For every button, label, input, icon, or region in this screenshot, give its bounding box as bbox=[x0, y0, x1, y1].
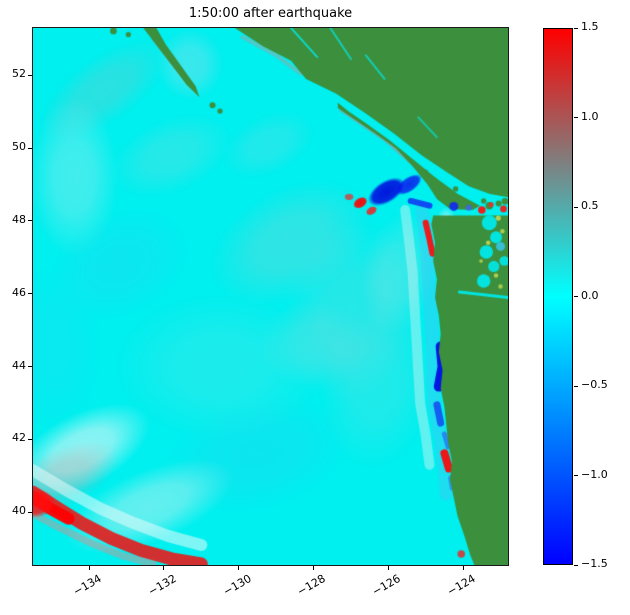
colorbar-tick-label: −0.5 bbox=[581, 378, 608, 391]
y-tick-mark bbox=[28, 511, 32, 513]
x-tick-label: −124 bbox=[444, 572, 478, 599]
colorbar-tick-label: 0.0 bbox=[581, 288, 599, 302]
y-tick-mark bbox=[28, 147, 32, 149]
colorbar-tick-mark bbox=[574, 475, 578, 476]
x-tick-mark bbox=[163, 566, 165, 570]
map-plot-area bbox=[32, 27, 509, 566]
colorbar-tick-label: 1.5 bbox=[581, 20, 599, 33]
colorbar-tick-label: 0.5 bbox=[581, 199, 599, 212]
chart-title: 1:50:00 after earthquake bbox=[188, 6, 353, 21]
x-tick-label: −130 bbox=[220, 572, 254, 599]
y-tick-label: 40 bbox=[12, 504, 26, 518]
x-tick-label: −134 bbox=[70, 572, 104, 599]
x-tick-label: −126 bbox=[370, 572, 403, 599]
colorbar-tick-mark bbox=[574, 206, 578, 208]
colorbar-tick-label: −1.5 bbox=[581, 557, 608, 570]
colorbar-tick-mark bbox=[574, 27, 578, 29]
x-tick-mark bbox=[387, 566, 389, 570]
y-tick-label: 44 bbox=[12, 358, 26, 372]
x-tick-mark bbox=[462, 566, 464, 570]
x-tick-mark bbox=[313, 566, 314, 570]
colorbar-tick-mark bbox=[574, 117, 578, 118]
colorbar-tick-mark bbox=[574, 385, 578, 387]
y-tick-label: 46 bbox=[12, 285, 26, 299]
map-canvas bbox=[33, 28, 508, 565]
y-tick-mark bbox=[28, 438, 32, 440]
colorbar bbox=[543, 28, 573, 565]
y-tick-mark bbox=[28, 74, 32, 76]
x-tick-label: −128 bbox=[295, 572, 329, 599]
colorbar-tick-mark bbox=[574, 296, 578, 297]
x-tick-mark bbox=[88, 566, 90, 570]
colorbar-tick-mark bbox=[574, 564, 578, 566]
x-tick-mark bbox=[238, 566, 240, 570]
y-tick-label: 48 bbox=[12, 212, 26, 226]
colorbar-tick-label: −1.0 bbox=[581, 467, 608, 481]
colorbar-gradient bbox=[544, 29, 572, 564]
y-tick-label: 52 bbox=[12, 67, 26, 81]
y-tick-mark bbox=[28, 366, 32, 368]
x-tick-label: −132 bbox=[145, 572, 179, 599]
colorbar-tick-label: 1.0 bbox=[581, 109, 599, 123]
y-tick-label: 50 bbox=[12, 140, 26, 154]
y-tick-label: 42 bbox=[12, 431, 26, 445]
y-tick-mark bbox=[28, 220, 32, 222]
y-tick-mark bbox=[28, 293, 32, 295]
